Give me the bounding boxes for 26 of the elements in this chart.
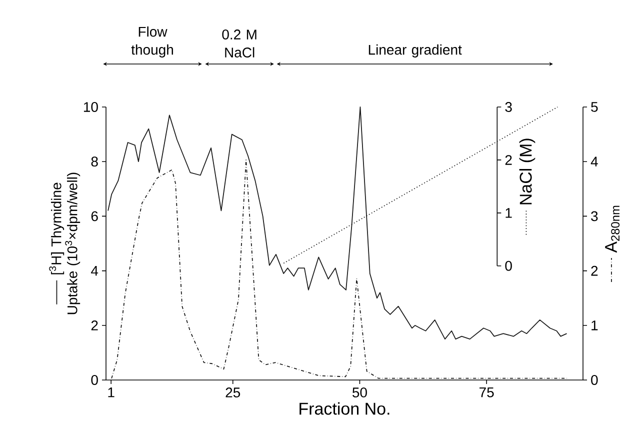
y-tick-label: 10 <box>84 102 98 112</box>
y2-tick-label: 1 <box>506 208 512 218</box>
x-tick-label: 25 <box>226 388 240 398</box>
text: 0.2 M NaCl <box>222 30 256 58</box>
y3-tick-label: 3 <box>591 211 598 222</box>
x-tick-label: 75 <box>480 388 494 398</box>
x-tick-label: 1 <box>108 388 114 398</box>
x-axis-title: Fraction No. <box>300 402 390 415</box>
y-tick-label: 8 <box>91 156 98 167</box>
text: Flow though <box>131 26 173 58</box>
y-tick-label: 0 <box>91 375 98 385</box>
y3-tick-label: 2 <box>591 266 598 276</box>
y3-axis-title: A$_{280nm}$ <box>605 206 620 253</box>
text: Linear gradient <box>368 44 462 58</box>
y-tick-label: 2 <box>91 320 98 330</box>
y2-tick-label: 3 <box>505 102 512 112</box>
y-tick-label: 4 <box>91 266 98 276</box>
y3-tick-label: 1 <box>592 320 598 330</box>
y2-tick-label: 2 <box>505 155 512 165</box>
y2-axis-title: NaCl (M) <box>519 138 536 204</box>
y2-tick-label: 0 <box>505 260 512 271</box>
y-tick-label: 6 <box>91 211 98 222</box>
y3-tick-label: 0 <box>591 375 598 385</box>
y3-tick-label: 4 <box>590 156 598 166</box>
x-tick-label: 50 <box>352 388 367 398</box>
y3-tick-label: 5 <box>591 102 598 112</box>
